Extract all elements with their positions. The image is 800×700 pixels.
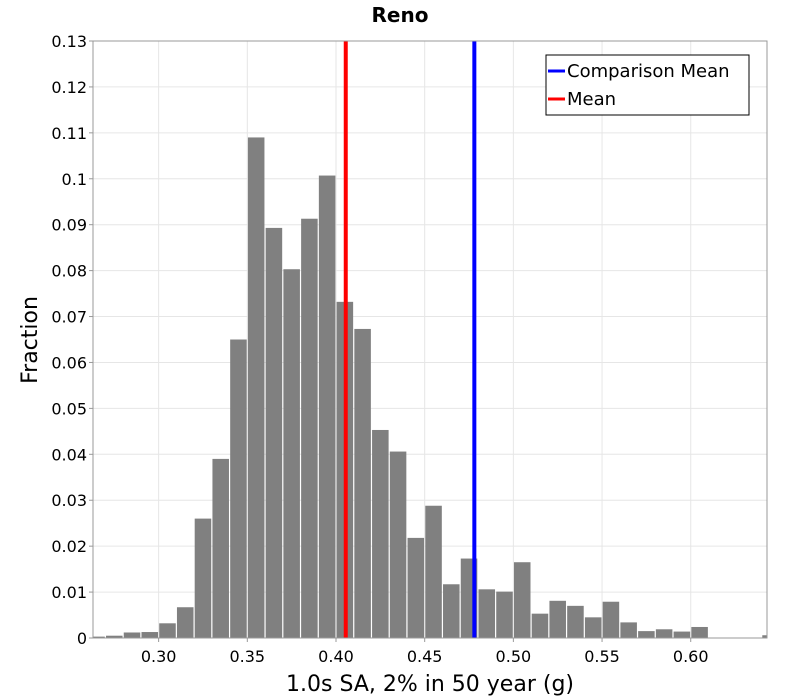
histogram-bar (425, 505, 442, 638)
y-axis-title: Fraction (18, 296, 43, 384)
y-tick-label: 0.1 (62, 170, 87, 189)
histogram-bar (407, 537, 425, 638)
y-tick-label: 0.13 (51, 32, 87, 51)
y-tick-label: 0.06 (51, 353, 87, 372)
histogram-bar (655, 629, 673, 638)
y-axis-ticks: 0 0.01 0.02 0.03 0.04 0.05 0.06 0.07 0.08 0.09 0.1… (51, 32, 93, 648)
y-tick-label: 0.09 (51, 216, 87, 235)
legend-label-comparison-mean: Comparison Mean (567, 61, 730, 82)
x-axis-ticks: 0.30 0.35 0.40 0.45 0.50 0.55 0.60 (141, 638, 709, 666)
y-tick-label: 0.07 (51, 308, 87, 327)
histogram-bar (212, 458, 229, 638)
x-tick-label: 0.40 (318, 647, 354, 666)
histogram-bar (691, 626, 708, 638)
y-tick-label: 0 (77, 629, 87, 648)
histogram-bar (283, 269, 300, 638)
legend: Comparison Mean Mean (545, 54, 750, 116)
histogram-bar (301, 218, 318, 638)
plot-frame (92, 40, 768, 639)
histogram-bar (602, 601, 620, 638)
y-tick-label: 0.02 (51, 537, 87, 556)
histogram-bar (123, 632, 141, 638)
chart-title: Reno (372, 3, 429, 27)
histogram-bar (176, 607, 194, 638)
histogram-bar (372, 429, 389, 638)
histogram-bar (531, 613, 549, 638)
histogram-bar (106, 635, 123, 638)
histogram-bar (265, 227, 283, 638)
x-axis-title: 1.0s SA, 2% in 50 year (g) (286, 672, 574, 697)
histogram-bar (93, 636, 105, 638)
histogram-bar (159, 623, 176, 638)
histogram-bars (93, 137, 767, 638)
histogram-bar (318, 175, 336, 638)
y-tick-label: 0.05 (51, 399, 87, 418)
x-tick-label: 0.55 (584, 647, 620, 666)
y-tick-label: 0.08 (51, 262, 87, 281)
histogram-bar (247, 137, 265, 638)
histogram-bar (354, 328, 371, 638)
histogram-bar (762, 635, 767, 638)
mean-lines (343, 41, 477, 638)
histogram-bar (549, 600, 566, 638)
histogram-bar (389, 451, 407, 638)
legend-box (545, 54, 750, 116)
histogram-bar (194, 518, 212, 638)
x-tick-label: 0.30 (141, 647, 177, 666)
y-tick-label: 0.04 (51, 445, 87, 464)
histogram-bar (513, 562, 531, 638)
histogram-bar (443, 584, 460, 638)
histogram-bar (584, 617, 602, 638)
histogram-bar (478, 589, 496, 638)
y-tick-label: 0.01 (51, 583, 87, 602)
histogram-bar (673, 631, 691, 638)
x-tick-label: 0.60 (673, 647, 709, 666)
histogram-bar (620, 622, 637, 638)
legend-label-mean: Mean (567, 89, 616, 110)
y-tick-label: 0.11 (51, 124, 87, 143)
histogram-bar (141, 632, 159, 638)
x-tick-label: 0.35 (229, 647, 265, 666)
y-tick-label: 0.03 (51, 491, 87, 510)
histogram-bar (567, 605, 584, 638)
histogram-bar (496, 591, 513, 638)
y-tick-label: 0.12 (51, 78, 87, 97)
x-tick-label: 0.50 (496, 647, 532, 666)
x-tick-label: 0.45 (407, 647, 443, 666)
histogram-bar (230, 339, 247, 638)
histogram-bar (638, 631, 655, 638)
